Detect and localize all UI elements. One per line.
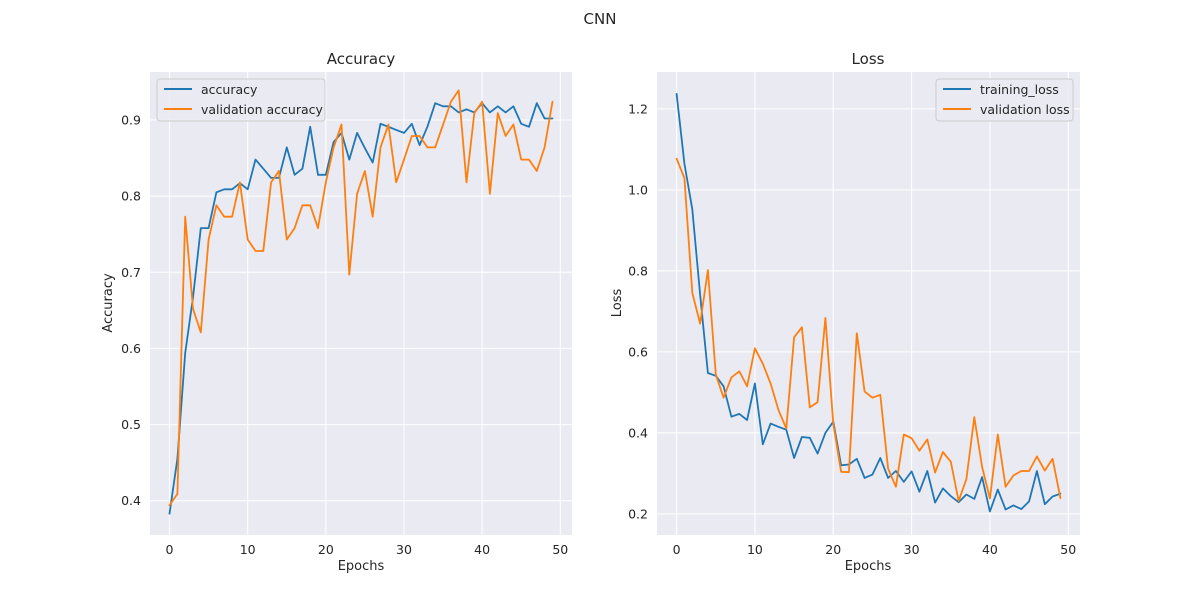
accuracy-y-tick-label: 0.5 [121, 417, 141, 432]
loss-x-tick-label: 20 [825, 542, 841, 557]
figure-title: CNN [584, 10, 617, 28]
accuracy-y-tick-label: 0.9 [121, 112, 141, 127]
loss-y-tick-label: 1.0 [628, 182, 648, 197]
legend-label-accuracy: accuracy [201, 82, 258, 97]
accuracy-series-accuracy [168, 102, 554, 515]
loss-x-tick-label: 0 [673, 542, 681, 557]
loss-y-tick-label: 0.2 [628, 506, 648, 521]
loss-y-tick-label: 0.8 [628, 263, 648, 278]
loss-y-axis-label: Loss [610, 289, 625, 318]
loss-legend: training_loss validation loss [935, 78, 1074, 122]
accuracy-x-tick-label: 40 [474, 542, 490, 557]
accuracy-x-axis-label: Epochs [338, 559, 385, 574]
legend-label-validation-accuracy: validation accuracy [201, 102, 324, 117]
loss-x-tick-label: 10 [747, 542, 763, 557]
accuracy-y-tick-label: 0.4 [121, 493, 141, 508]
accuracy-y-tick-label: 0.6 [121, 341, 141, 356]
accuracy-legend: accuracy validation accuracy [156, 78, 326, 122]
accuracy-y-tick-label: 0.7 [121, 265, 141, 280]
loss-chart-title: Loss [852, 50, 885, 68]
legend-label-validation-loss: validation loss [980, 102, 1070, 117]
loss-x-tick-label: 40 [982, 542, 998, 557]
accuracy-plot-area [150, 72, 572, 535]
loss-x-tick-label: 30 [904, 542, 920, 557]
loss-series-training-loss [675, 93, 1062, 513]
loss-y-tick-label: 0.6 [628, 344, 648, 359]
legend-label-training-loss: training_loss [980, 82, 1059, 97]
accuracy-x-tick-label: 50 [552, 542, 568, 557]
accuracy-y-tick-label: 0.8 [121, 189, 141, 204]
loss-chart: 0 10 20 30 40 50 0.2 0.4 0.6 0.8 1.0 1.2 Loss Epoch… [610, 50, 1080, 574]
loss-series-validation-loss [675, 157, 1062, 502]
loss-y-tick-label: 0.4 [628, 425, 648, 440]
loss-x-tick-label: 50 [1060, 542, 1076, 557]
loss-x-axis-label: Epochs [845, 559, 892, 574]
accuracy-chart: 0 10 20 30 40 50 0.4 0.5 0.6 0.7 0.8 0.9 Accuracy E… [101, 50, 572, 574]
accuracy-y-axis-label: Accuracy [101, 273, 116, 333]
accuracy-x-tick-label: 0 [166, 542, 174, 557]
accuracy-chart-title: Accuracy [327, 50, 396, 68]
loss-y-tick-label: 1.2 [628, 101, 648, 116]
accuracy-x-tick-label: 20 [318, 542, 334, 557]
accuracy-series-validation-accuracy [168, 89, 554, 507]
accuracy-x-tick-label: 10 [240, 542, 256, 557]
loss-plot-area [657, 72, 1080, 535]
accuracy-x-tick-label: 30 [396, 542, 412, 557]
